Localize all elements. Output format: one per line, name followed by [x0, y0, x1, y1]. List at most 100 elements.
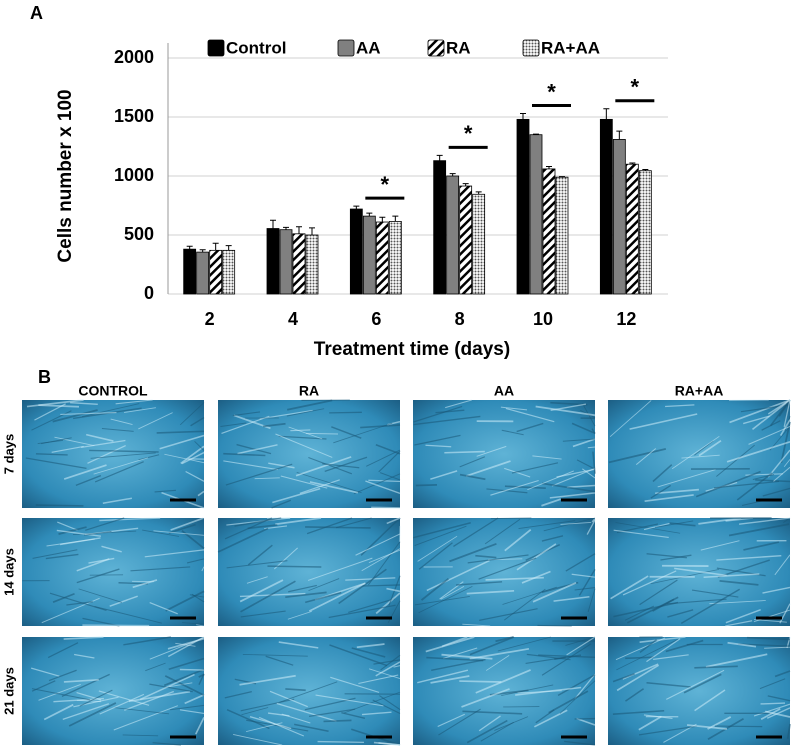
cell-streak	[36, 505, 84, 506]
cell-streak	[761, 703, 785, 704]
cell-streak	[290, 430, 310, 431]
bar	[197, 252, 209, 294]
y-tick-label: 1000	[114, 165, 154, 185]
x-tick-label: 8	[455, 309, 465, 329]
bar	[280, 230, 292, 294]
error-bar	[309, 228, 315, 235]
y-tick-label: 500	[124, 224, 154, 244]
y-tick-label: 0	[144, 283, 154, 303]
bar	[613, 139, 625, 294]
bar	[267, 229, 279, 294]
x-tick-label: 12	[616, 309, 636, 329]
legend-swatch	[523, 40, 539, 56]
micrograph-bg	[413, 518, 595, 626]
bar	[350, 209, 362, 294]
panel-label: A	[30, 3, 43, 23]
micrograph	[608, 518, 790, 626]
error-bar	[366, 213, 372, 216]
row-label: 14 days	[1, 548, 16, 596]
cell-streak	[459, 681, 501, 682]
cell-streak	[180, 670, 204, 671]
significance-mark: *	[464, 121, 473, 146]
bar	[473, 194, 485, 294]
cell-streak	[267, 566, 321, 567]
micrograph	[218, 400, 400, 508]
micrograph-bg	[413, 400, 595, 508]
error-bar	[213, 243, 219, 250]
bar	[517, 119, 529, 294]
error-bar	[392, 216, 398, 221]
x-tick-label: 4	[288, 309, 298, 329]
micrograph	[218, 637, 400, 745]
y-axis-title: Cells number x 100	[55, 89, 76, 262]
bar	[389, 221, 401, 294]
bar	[447, 176, 459, 294]
micrograph	[608, 637, 790, 745]
cell-streak	[324, 720, 352, 721]
x-tick-label: 10	[533, 309, 553, 329]
error-bar	[616, 131, 622, 139]
y-tick-label: 1500	[114, 106, 154, 126]
micrograph	[413, 400, 595, 508]
micrograph-bg	[22, 518, 204, 626]
bar	[223, 250, 235, 294]
cell-streak	[306, 433, 338, 434]
x-tick-label: 6	[371, 309, 381, 329]
error-bar	[296, 227, 302, 234]
micrograph	[22, 400, 204, 508]
row-label: 21 days	[1, 667, 16, 715]
bar	[434, 161, 446, 294]
error-bar	[520, 113, 526, 119]
micrograph	[22, 637, 204, 745]
cell-streak	[82, 625, 149, 626]
column-header: AA	[494, 383, 514, 399]
cell-streak	[537, 625, 571, 626]
cell-streak	[715, 726, 762, 727]
column-header: RA	[299, 383, 319, 399]
error-bar	[353, 206, 359, 209]
legend-swatch	[208, 40, 224, 56]
cell-streak	[329, 412, 362, 413]
error-bar	[437, 155, 443, 160]
panel-label: B	[38, 367, 51, 387]
bar	[600, 119, 612, 294]
column-header: RA+AA	[675, 383, 724, 399]
bar	[306, 235, 318, 294]
cell-streak	[416, 485, 437, 486]
legend-swatch	[428, 40, 444, 56]
cell-streak	[318, 742, 364, 743]
bar	[530, 135, 542, 294]
legend-swatch	[338, 40, 354, 56]
micrograph	[218, 518, 400, 626]
bar	[363, 216, 375, 294]
x-axis-title: Treatment time (days)	[314, 339, 510, 360]
micrograph	[413, 518, 595, 626]
significance-mark: *	[547, 79, 556, 104]
x-tick-label: 2	[205, 309, 215, 329]
row-label: 7 days	[1, 434, 16, 474]
bar	[376, 222, 388, 294]
bar	[460, 186, 472, 294]
bar	[556, 177, 568, 294]
bar	[639, 171, 651, 294]
cell-streak	[588, 447, 595, 448]
micrograph-bg	[608, 637, 790, 745]
error-bar	[379, 217, 385, 222]
bar	[210, 250, 222, 294]
legend-label: Control	[226, 38, 286, 57]
micrograph	[413, 637, 595, 745]
legend-label: RA+AA	[541, 38, 600, 57]
column-header: CONTROL	[78, 383, 148, 399]
bar	[293, 234, 305, 294]
error-bar	[187, 246, 193, 249]
error-bar	[226, 246, 232, 251]
significance-mark: *	[381, 172, 390, 197]
micrograph-bg	[608, 400, 790, 508]
bar	[626, 164, 638, 294]
micrograph-bg	[22, 637, 204, 745]
error-bar	[603, 109, 609, 120]
cell-streak	[371, 507, 400, 508]
bar	[543, 169, 555, 294]
micrograph	[608, 400, 790, 508]
